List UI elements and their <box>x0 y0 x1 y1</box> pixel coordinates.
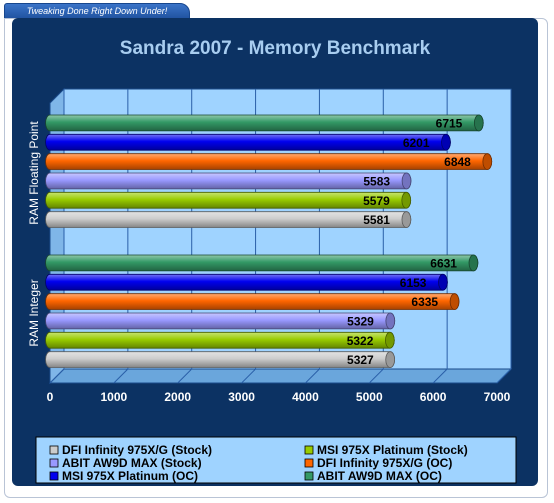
x-tick-label-0: 0 <box>47 390 54 404</box>
x-tick-label-7000: 7000 <box>484 390 511 404</box>
floor-gridline-4000 <box>305 368 320 384</box>
site-tagline: Tweaking Done Right Down Under! <box>26 6 168 16</box>
x-tick-label-2000: 2000 <box>164 390 191 404</box>
bar-end-cap-1-3 <box>449 293 460 310</box>
value-label-0-4: 6201 <box>403 136 430 150</box>
legend-swatch-1 <box>304 445 314 455</box>
bar-1-2 <box>45 312 396 330</box>
bar-end-cap-0-1 <box>401 191 412 209</box>
value-label-1-4: 6153 <box>400 276 427 290</box>
legend-label-0: DFI Infinity 975X/G (Stock) <box>62 443 212 457</box>
category-label-0: RAM Floating Point <box>27 121 41 225</box>
bar-end-cap-0-2 <box>401 172 412 190</box>
legend-label-1: MSI 975X Platinum (Stock) <box>317 443 468 457</box>
bar-end-cap-1-2 <box>385 312 396 330</box>
floor-gridline-5000 <box>368 368 384 384</box>
bar-1-5 <box>45 254 479 272</box>
legend-swatch-4 <box>49 471 59 481</box>
x-tick-label-5000: 5000 <box>356 390 383 404</box>
floor-gridline-2000 <box>177 368 193 384</box>
value-label-1-0: 5327 <box>347 353 374 367</box>
value-label-1-1: 5322 <box>347 334 374 348</box>
legend-label-2: ABIT AW9D MAX (Stock) <box>62 456 202 470</box>
floor-gridline-6000 <box>432 368 448 384</box>
legend-box <box>35 436 517 484</box>
value-label-0-2: 5583 <box>363 174 390 188</box>
bar-end-cap-1-5 <box>468 254 479 272</box>
bar-1-4 <box>45 273 448 291</box>
value-label-1-5: 6631 <box>430 256 457 270</box>
bar-1-1 <box>45 331 395 349</box>
category-label-1: RAM Integer <box>27 279 41 346</box>
chart-title: Sandra 2007 - Memory Benchmark <box>120 38 431 59</box>
bar-1-0 <box>45 351 395 368</box>
floor-gridline-1000 <box>113 368 129 384</box>
plot-floor <box>48 368 513 384</box>
benchmark-chart: Sandra 2007 - Memory Benchmark 0 1000 2000 3… <box>27 38 517 484</box>
bar-0-2 <box>45 172 412 190</box>
bar-0-0 <box>45 211 412 228</box>
legend-swatch-0 <box>49 445 59 455</box>
x-tick-label-4000: 4000 <box>292 390 319 404</box>
value-label-0-3: 6848 <box>444 155 471 169</box>
value-label-0-0: 5581 <box>363 213 390 227</box>
legend-label-3: DFI Infinity 975X/G (OC) <box>317 456 452 470</box>
value-label-0-1: 5579 <box>363 194 390 208</box>
bar-0-5 <box>45 114 484 132</box>
floor-gridline-3000 <box>241 368 256 384</box>
floor-gridline-7000 <box>496 368 512 384</box>
value-label-1-2: 5329 <box>347 314 374 328</box>
value-label-1-3: 6335 <box>411 295 438 309</box>
bar-end-cap-0-4 <box>441 133 451 151</box>
floor-gridline-0 <box>49 368 65 384</box>
legend-swatch-3 <box>304 458 314 468</box>
bar-0-1 <box>45 191 412 209</box>
x-tick-label-6000: 6000 <box>420 390 447 404</box>
value-label-0-5: 6715 <box>436 116 463 130</box>
legend-swatch-5 <box>304 471 314 481</box>
legend-label-4: MSI 975X Platinum (OC) <box>62 469 198 483</box>
bar-end-cap-0-3 <box>482 153 493 170</box>
x-tick-label-1000: 1000 <box>101 390 128 404</box>
bar-end-cap-0-5 <box>473 114 484 132</box>
legend-swatch-2 <box>49 458 59 468</box>
bar-end-cap-0-0 <box>401 211 412 228</box>
bar-0-4 <box>45 133 451 151</box>
chart-panel: Sandra 2007 - Memory Benchmark 0 1000 2000 3… <box>12 18 538 486</box>
legend-label-5: ABIT AW9D MAX (OC) <box>317 469 442 483</box>
bar-end-cap-1-4 <box>438 273 448 291</box>
x-tick-label-3000: 3000 <box>228 390 255 404</box>
bar-1-3 <box>45 293 460 310</box>
bar-0-3 <box>45 153 493 170</box>
bar-end-cap-1-0 <box>385 351 396 368</box>
bar-end-cap-1-1 <box>385 331 395 349</box>
